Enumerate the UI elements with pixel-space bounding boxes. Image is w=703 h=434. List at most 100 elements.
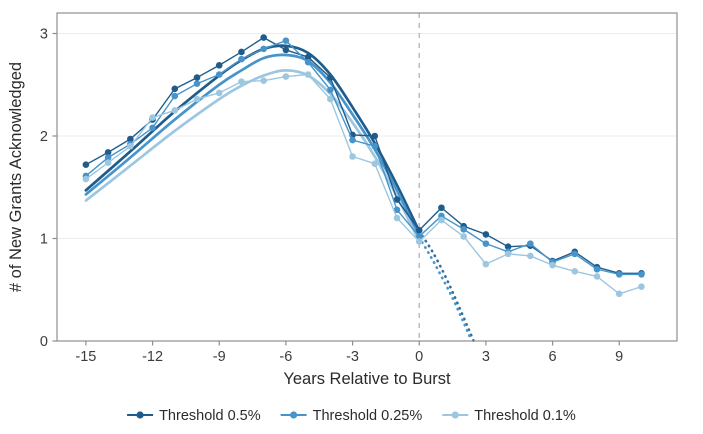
extrapolation-dotted-threshold-0-5-extrapolation — [417, 230, 475, 343]
data-point-threshold-0-5-x3 — [482, 231, 490, 238]
data-point-threshold-0-1-x-7 — [260, 77, 267, 84]
x-tick-label--15: -15 — [75, 349, 96, 365]
data-point-threshold-0-25-x2 — [460, 225, 467, 233]
x-tick-label-9: 9 — [615, 349, 623, 365]
data-point-threshold-0-25-x7 — [571, 250, 579, 258]
data-point-threshold-0-1-x-3 — [349, 153, 356, 160]
data-point-threshold-0-5-x-10 — [193, 74, 201, 81]
data-point-threshold-0-1-x-1 — [393, 214, 401, 222]
data-point-threshold-0-1-x-10 — [193, 95, 201, 103]
data-point-threshold-0-5-x-7 — [260, 34, 267, 41]
x-tick-label-0: 0 — [415, 349, 423, 365]
legend-key-marker — [451, 411, 459, 419]
data-point-threshold-0-25-x-9 — [215, 71, 223, 78]
data-point-threshold-0-1-x8 — [593, 273, 601, 280]
legend-item-threshold-0-25: Threshold 0.25% — [280, 408, 423, 424]
data-point-threshold-0-25-x-12 — [149, 124, 156, 132]
data-point-threshold-0-1-x-14 — [104, 159, 112, 166]
data-point-threshold-0-5-x-9 — [215, 61, 223, 69]
data-point-threshold-0-1-x-5 — [304, 71, 312, 78]
series-line — [85, 39, 642, 276]
data-point-threshold-0-5-x4 — [504, 243, 512, 250]
data-point-threshold-0-1-x-12 — [149, 114, 156, 121]
plot-area: -15 -12 -9 -6 -3 0 3 6 9 0 1 2 3 — [40, 12, 678, 365]
series-line — [85, 73, 642, 295]
data-point-threshold-0-1-x10 — [638, 283, 645, 290]
data-point-threshold-0-1-x6 — [549, 261, 556, 269]
data-point-threshold-0-5-x-1 — [393, 196, 401, 203]
series-threshold-0-25 — [82, 37, 645, 278]
data-point-threshold-0-1-x-9 — [215, 89, 223, 97]
series-threshold-0-5 — [82, 34, 645, 277]
x-tick-label-3: 3 — [482, 349, 490, 365]
data-point-threshold-0-5-x-8 — [238, 48, 245, 56]
data-point-threshold-0-5-x-14 — [104, 149, 112, 156]
data-point-threshold-0-5-x-15 — [82, 161, 90, 168]
data-point-threshold-0-25-x-8 — [238, 55, 245, 63]
data-point-threshold-0-1-x2 — [460, 233, 467, 240]
data-point-threshold-0-25-x-6 — [282, 37, 290, 44]
data-point-threshold-0-25-x10 — [638, 271, 645, 278]
data-point-threshold-0-25-x-5 — [304, 58, 312, 66]
data-point-threshold-0-5-x-4 — [327, 74, 334, 81]
legend-key-marker — [290, 411, 298, 419]
series-threshold-0-1 — [82, 71, 645, 298]
x-tick-label--9: -9 — [213, 349, 226, 365]
data-point-threshold-0-25-x-4 — [327, 86, 334, 94]
y-tick-label-2: 2 — [40, 129, 48, 145]
data-point-threshold-0-1-x9 — [615, 290, 623, 298]
x-axis-title: Years Relative to Burst — [283, 370, 451, 388]
data-point-threshold-0-1-x0 — [415, 238, 423, 245]
x-tick-label--12: -12 — [142, 349, 163, 365]
data-point-threshold-0-25-x3 — [482, 240, 490, 247]
data-point-threshold-0-25-x-14 — [104, 154, 112, 161]
data-point-threshold-0-5-x1 — [438, 204, 445, 212]
data-point-threshold-0-1-x7 — [571, 268, 579, 275]
legend-item-label: Threshold 0.1% — [474, 408, 576, 424]
data-point-threshold-0-25-x8 — [593, 265, 601, 273]
data-point-threshold-0-1-x1 — [438, 216, 445, 224]
data-point-threshold-0-5-x-2 — [371, 132, 379, 140]
data-point-threshold-0-5-x-5 — [304, 53, 312, 61]
legend-item-label: Threshold 0.25% — [313, 408, 423, 424]
data-point-threshold-0-1-x4 — [504, 250, 512, 258]
x-tick-label-6: 6 — [549, 349, 557, 365]
data-point-threshold-0-1-x-4 — [327, 95, 334, 103]
legend-key-marker — [136, 411, 144, 419]
data-point-threshold-0-1-x-11 — [171, 107, 179, 114]
data-point-threshold-0-25-x-11 — [171, 92, 179, 100]
data-point-threshold-0-1-x3 — [482, 260, 490, 268]
legend-item-label: Threshold 0.5% — [159, 408, 261, 424]
y-tick-label-3: 3 — [40, 27, 48, 43]
data-point-threshold-0-1-x5 — [527, 252, 534, 260]
data-point-threshold-0-25-x0 — [415, 233, 423, 240]
data-point-threshold-0-1-x-13 — [127, 142, 134, 150]
extrapolation-dotted-threshold-0-25-extrapolation — [417, 236, 472, 340]
x-tick-label--3: -3 — [346, 349, 359, 365]
data-point-threshold-0-5-x0 — [415, 227, 423, 234]
legend-item-threshold-0-5: Threshold 0.5% — [127, 408, 261, 424]
data-point-threshold-0-1-x-2 — [371, 160, 379, 167]
data-point-threshold-0-5-x-13 — [127, 135, 134, 143]
data-point-threshold-0-1-x-6 — [282, 73, 290, 80]
legend-item-threshold-0-1: Threshold 0.1% — [442, 408, 576, 424]
x-tick-label--6: -6 — [279, 349, 292, 365]
data-point-threshold-0-25-x-1 — [393, 206, 401, 214]
panel-border — [56, 12, 678, 342]
data-point-threshold-0-25-x5 — [527, 240, 534, 247]
data-point-threshold-0-25-x-2 — [371, 142, 379, 150]
fit-curve-threshold-0-1-fit — [84, 69, 421, 243]
data-point-threshold-0-5-x-11 — [171, 85, 179, 93]
data-point-threshold-0-5-x-6 — [282, 46, 290, 54]
data-point-threshold-0-25-x-3 — [349, 136, 356, 144]
data-point-threshold-0-25-x-10 — [193, 80, 201, 88]
y-tick-label-0: 0 — [40, 334, 48, 350]
y-axis-title: # of New Grants Acknowledged — [7, 62, 25, 292]
data-point-threshold-0-25-x9 — [615, 271, 623, 278]
data-point-threshold-0-1-x-8 — [238, 78, 245, 85]
data-point-threshold-0-25-x-7 — [260, 45, 267, 53]
data-point-threshold-0-1-x-15 — [82, 175, 90, 183]
y-tick-label-1: 1 — [40, 232, 48, 248]
